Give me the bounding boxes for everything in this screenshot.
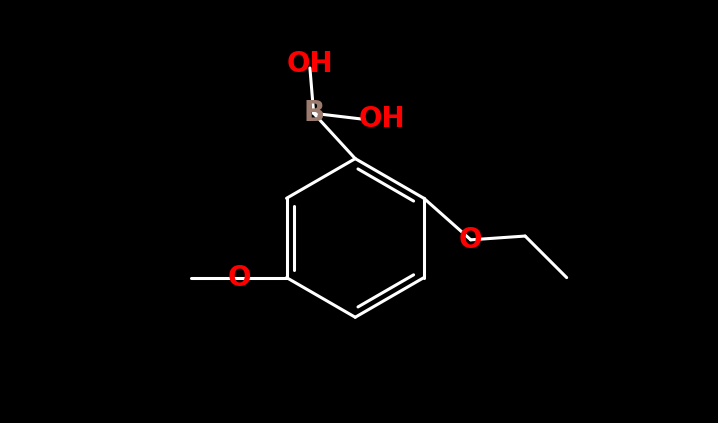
Text: OH: OH <box>358 105 405 133</box>
Text: OH: OH <box>286 50 333 78</box>
Text: O: O <box>459 226 482 254</box>
Text: O: O <box>228 264 251 291</box>
Text: B: B <box>303 99 325 127</box>
